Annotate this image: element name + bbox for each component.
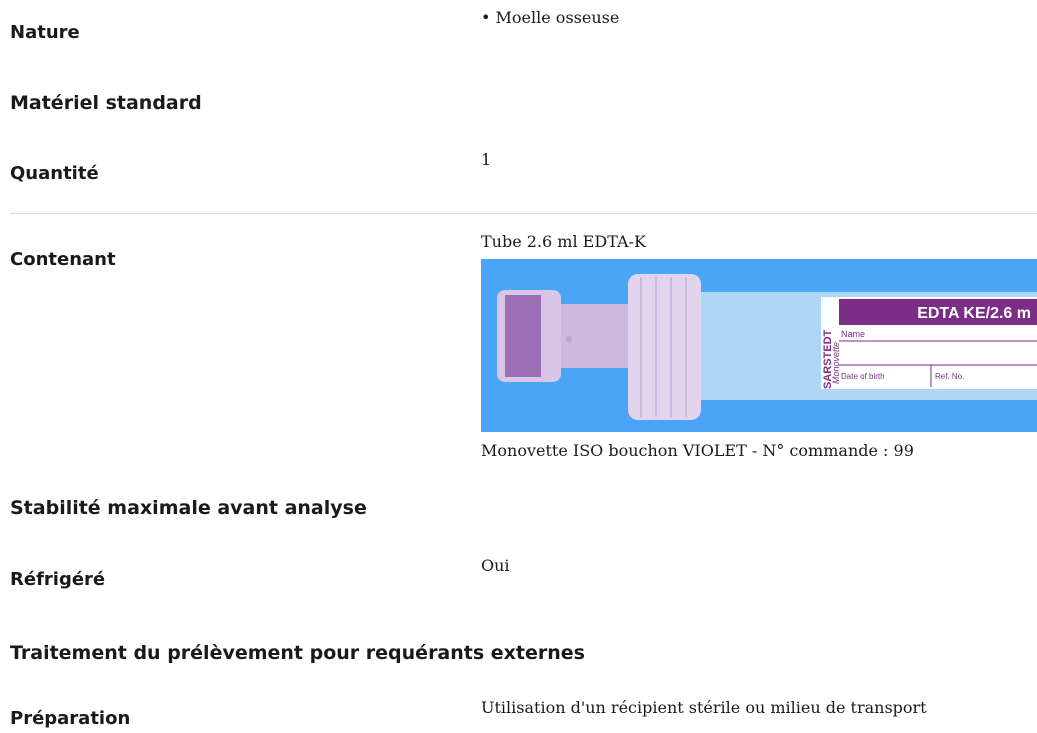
tube-header: EDTA KE/2.6 m bbox=[917, 305, 1031, 322]
field-label: Préparation bbox=[10, 708, 131, 729]
field-value: Tube 2.6 ml EDTA-K bbox=[481, 232, 646, 251]
list-item: Moelle osseuse bbox=[495, 8, 620, 27]
field-label: Réfrigéré bbox=[10, 569, 106, 590]
field-value: Oui bbox=[481, 556, 510, 575]
section-heading: Traitement du prélèvement pour requérant… bbox=[10, 642, 585, 664]
nature-value: • Moelle osseuse bbox=[481, 8, 620, 27]
field-label: Quantité bbox=[10, 163, 99, 184]
field-label: Nature bbox=[10, 22, 80, 43]
field-label: Contenant bbox=[10, 249, 116, 270]
tube-field: Name bbox=[841, 329, 865, 339]
section-heading: Stabilité maximale avant analyse bbox=[10, 497, 367, 519]
tube-field: Date of birth bbox=[841, 372, 885, 381]
image-caption: Monovette ISO bouchon VIOLET - N° comman… bbox=[481, 441, 914, 460]
tube-product: Monovette bbox=[831, 342, 841, 384]
section-heading: Matériel standard bbox=[10, 92, 202, 114]
divider bbox=[10, 213, 1037, 214]
field-value: 1 bbox=[481, 150, 492, 169]
tube-brand: SARSTEDT bbox=[822, 329, 834, 389]
tube-field: Ref. No. bbox=[935, 372, 964, 381]
tube-image: EDTA KE/2.6 m Name Date of birth Ref. No… bbox=[481, 259, 1037, 432]
field-value: Utilisation d'un récipient stérile ou mi… bbox=[481, 698, 927, 717]
